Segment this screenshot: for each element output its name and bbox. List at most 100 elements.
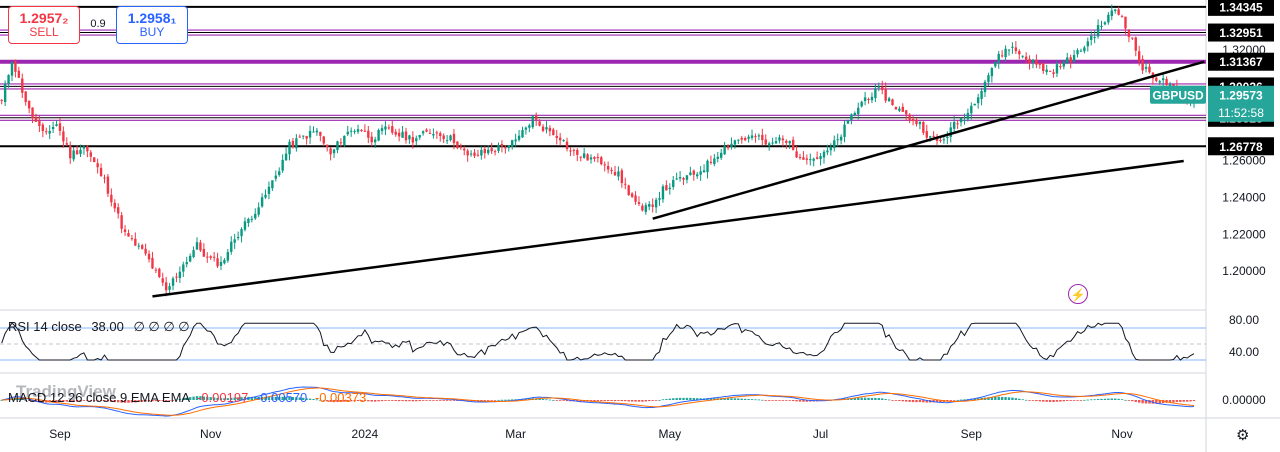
candle-body [1011,46,1014,48]
macd-histogram-bar [785,400,788,401]
buy-button[interactable]: 1.2958₁ BUY [116,6,188,44]
macd-histogram-bar [384,400,387,401]
macd-histogram-bar [959,399,963,401]
candle-body [1018,51,1021,55]
macd-histogram-bar [990,397,994,400]
macd-histogram-bar [171,400,175,401]
macd-histogram-bar [1137,400,1141,403]
candle-body [439,133,442,136]
candle-body [103,177,106,179]
macd-histogram-bar [538,398,541,400]
macd-histogram-bar [99,400,103,401]
candle-body [483,148,486,154]
candle-body [1083,47,1086,52]
macd-histogram-bar [291,396,295,400]
macd-histogram-bar [1079,400,1083,401]
candle-body [1114,9,1117,12]
macd-histogram-bar [692,397,695,400]
lightning-icon[interactable]: ⚡ [1068,284,1088,304]
macd-histogram-bar [1124,399,1127,401]
macd-histogram-bar [630,400,634,402]
candle-body [343,135,346,146]
gear-icon[interactable]: ⚙ [1236,427,1250,444]
macd-histogram-bar [322,400,325,401]
buy-price: 1.2958₁ [127,10,177,26]
macd-histogram-bar [1055,400,1059,402]
candle-body [34,116,38,122]
candle-body [785,140,788,143]
macd-histogram-bar [329,400,332,402]
candle-body [620,170,624,184]
macd-histogram-bar [284,396,288,400]
price-tick-label: 1.24000 [1222,190,1266,204]
macd-histogram-bar [850,398,853,400]
macd-legend[interactable]: MACD 12 26 close 9 EMA EMA -0.00197 -0.0… [8,390,366,405]
macd-histogram-bar [881,398,884,400]
candle-body [606,166,610,170]
candle-body [685,175,689,180]
macd-histogram-bar [199,396,202,400]
candle-body [257,207,260,215]
macd-histogram-bar [137,400,140,403]
macd-histogram-bar [387,400,391,401]
candle-body [702,170,706,173]
candle-body [1014,47,1018,52]
rsi-legend[interactable]: RSI 14 close 38.00 ∅ ∅ ∅ ∅ [8,319,190,335]
time-tick-label: Jul [813,427,828,441]
candle-body [870,96,874,101]
candle-body [168,286,171,290]
candle-body [648,204,651,207]
candle-body [956,123,959,125]
macd-histogram-bar [325,400,329,402]
macd-histogram-bar [863,397,867,400]
macd-histogram-bar [288,396,291,400]
macd-histogram-bar [336,400,339,403]
candle-body [911,119,915,121]
macd-histogram-bar [613,400,617,402]
macd-histogram-bar [723,398,726,400]
candle-body [514,139,517,142]
macd-histogram-bar [949,400,952,401]
macd-histogram-bar [69,400,72,403]
macd-histogram-bar [884,399,887,400]
candle-body [1038,63,1042,65]
candle-body [370,136,373,143]
trendline [652,60,1205,220]
macd-histogram-bar [1110,398,1113,400]
macd-histogram-bar [466,400,469,402]
macd-histogram-bar [1035,400,1038,402]
macd-histogram-bar [709,398,713,400]
candle-body [963,119,966,121]
macd-histogram-bar [117,400,120,403]
candle-body [593,157,596,159]
macd-histogram-bar [27,400,31,401]
macd-histogram-bar [500,399,504,401]
candle-body [1137,51,1141,61]
macd-histogram-bar [254,396,257,400]
candle-body [699,171,702,175]
macd-histogram-bar [781,400,785,401]
candle-body [236,236,240,239]
sell-button[interactable]: 1.2957₂ SELL [8,6,80,44]
candle-body [387,127,391,129]
candle-body [1168,84,1172,87]
candle-body [1031,59,1035,64]
macd-histogram-bar [576,400,579,402]
macd-histogram-bar [696,398,699,400]
candle-body [113,202,116,209]
symbol-badge [1150,85,1206,104]
macd-histogram-bar [483,400,486,401]
candle-body [500,144,504,147]
macd-histogram-bar [747,398,750,400]
macd-histogram-bar [219,398,223,400]
candle-body [743,138,747,141]
candle-body [291,140,295,147]
macd-histogram-bar [490,400,493,401]
candle-body [14,60,17,72]
macd-histogram-bar [188,397,192,400]
candle-body [1086,41,1089,47]
candle-body [504,147,507,149]
candle-body [997,53,1000,64]
macd-histogram-bar [853,397,857,400]
